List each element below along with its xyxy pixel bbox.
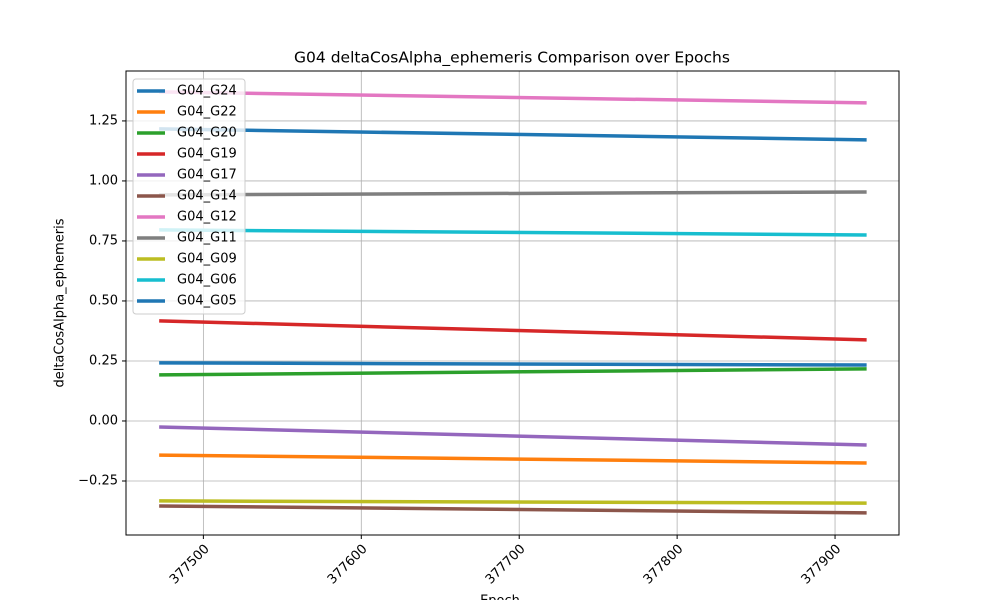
- y-tick-label: 0.25: [89, 353, 118, 368]
- x-tick-label: 377700: [483, 542, 529, 588]
- series-line: [159, 453, 867, 465]
- series-line: [159, 90, 867, 105]
- series-line: [159, 190, 867, 197]
- series-line: [159, 499, 867, 505]
- legend-label: G04_G06: [177, 273, 237, 288]
- x-axis-label: Epoch: [480, 594, 520, 600]
- series-line: [159, 367, 867, 377]
- legend-label: G04_G22: [177, 105, 237, 120]
- legend-label: G04_G14: [177, 189, 237, 204]
- series-line: [159, 425, 867, 447]
- legend-label: G04_G05: [177, 294, 237, 309]
- legend-label: G04_G11: [177, 231, 237, 246]
- y-tick-label: 1.00: [89, 173, 118, 188]
- legend-label: G04_G09: [177, 252, 237, 267]
- legend-label: G04_G24: [177, 84, 237, 99]
- series-line: [159, 319, 867, 342]
- x-tick-label: 377600: [325, 542, 371, 588]
- legend-label: G04_G17: [177, 168, 237, 183]
- series-line: [159, 127, 867, 142]
- series-line: [159, 504, 867, 515]
- chart-title: G04 deltaCosAlpha_ephemeris Comparison o…: [294, 49, 730, 68]
- y-tick-label: 0.00: [89, 413, 118, 428]
- series-line: [159, 228, 867, 237]
- y-tick-label: 0.75: [89, 233, 118, 248]
- y-tick-label: 1.25: [89, 113, 118, 128]
- legend-label: G04_G12: [177, 210, 237, 225]
- legend-label: G04_G19: [177, 147, 237, 162]
- series-line: [159, 361, 867, 367]
- plot-frame: [125, 70, 900, 536]
- x-tick-label: 377800: [641, 542, 687, 588]
- x-tick-label: 377500: [167, 542, 213, 588]
- y-tick-label: −0.25: [78, 473, 118, 488]
- legend-box: [132, 78, 246, 315]
- legend-label: G04_G20: [177, 126, 237, 141]
- y-tick-label: 0.50: [89, 293, 118, 308]
- x-tick-label: 377900: [799, 542, 845, 588]
- y-axis-label: deltaCosAlpha_ephemeris: [53, 218, 68, 387]
